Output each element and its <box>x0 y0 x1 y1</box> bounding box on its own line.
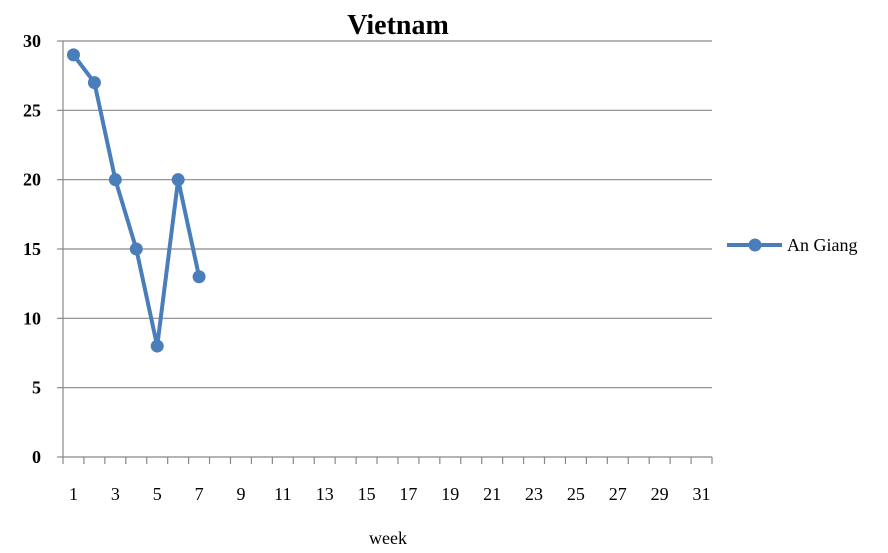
y-tick-label: 20 <box>23 170 41 190</box>
y-tick-label: 25 <box>23 100 41 120</box>
y-tick-label: 15 <box>23 239 41 259</box>
x-tick-label: 13 <box>316 484 334 504</box>
x-tick-label: 7 <box>195 484 204 504</box>
x-tick-label: 3 <box>111 484 120 504</box>
x-tick-label: 11 <box>274 484 291 504</box>
y-tick-labels: 0 5 10 15 20 25 30 <box>23 31 41 467</box>
x-tick-label: 19 <box>441 484 459 504</box>
data-point <box>87 76 101 90</box>
data-point <box>108 173 122 187</box>
data-point <box>129 242 143 256</box>
axes <box>57 40 713 464</box>
y-tick-label: 30 <box>23 31 41 51</box>
x-tick-label: 1 <box>69 484 78 504</box>
data-point <box>66 48 80 62</box>
data-point <box>150 339 164 353</box>
x-tick-label: 27 <box>609 484 627 504</box>
x-axis-label: week <box>369 528 407 548</box>
x-tick-label: 17 <box>399 484 417 504</box>
y-tick-label: 0 <box>32 447 41 467</box>
x-tick-label: 29 <box>651 484 669 504</box>
y-tick-label: 5 <box>32 378 41 398</box>
x-tick-label: 23 <box>525 484 543 504</box>
y-tick-label: 10 <box>23 308 41 328</box>
x-tick-label: 5 <box>153 484 162 504</box>
x-tick-label: 25 <box>567 484 585 504</box>
x-tick-labels: 1 3 5 7 9 11 13 15 17 19 21 23 25 27 29 31 <box>69 484 711 504</box>
legend-label: An Giang <box>787 235 858 255</box>
data-point <box>171 173 185 187</box>
x-tick-label: 9 <box>236 484 245 504</box>
legend: An Giang <box>727 235 858 255</box>
x-tick-label: 31 <box>693 484 711 504</box>
x-tick-label: 15 <box>358 484 376 504</box>
x-tick-label: 21 <box>483 484 501 504</box>
chart-title: Vietnam <box>347 10 449 41</box>
series-line-an-giang <box>71 52 202 349</box>
legend-swatch-marker <box>748 238 762 252</box>
series-layer <box>66 48 206 353</box>
data-point <box>192 270 206 284</box>
